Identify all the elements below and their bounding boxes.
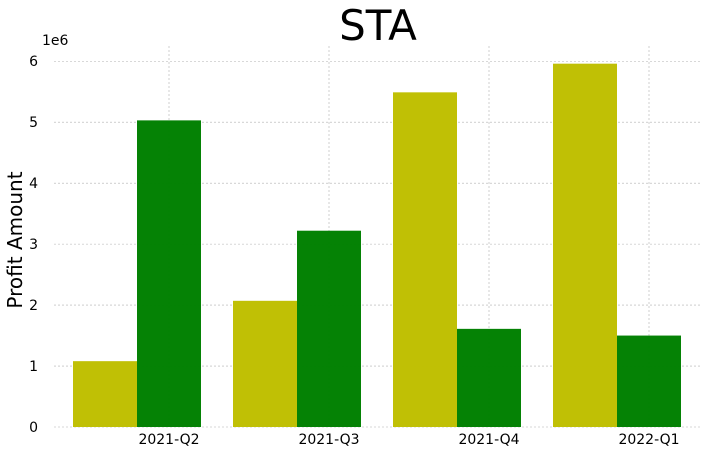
y-tick-label: 6	[29, 54, 38, 70]
x-tick-label: 2021-Q3	[298, 432, 359, 448]
y-tick-label: 2	[29, 298, 38, 314]
chart-title: STA	[339, 1, 417, 50]
y-tick-label: 5	[29, 115, 38, 131]
bar	[73, 361, 137, 427]
x-tick-label: 2021-Q4	[458, 432, 519, 448]
y-offset-label: 1e6	[42, 33, 69, 49]
y-tick-label: 4	[29, 176, 38, 192]
y-tick-label: 1	[29, 359, 38, 375]
bar	[233, 300, 297, 427]
x-tick-labels: 2021-Q2 2021-Q3 2021-Q4 2022-Q1	[138, 432, 679, 448]
y-tick-label: 0	[29, 420, 38, 436]
bar	[617, 335, 681, 427]
x-tick-label: 2022-Q1	[618, 432, 679, 448]
x-tick-label: 2021-Q2	[138, 432, 199, 448]
bar	[137, 120, 201, 427]
bar	[553, 63, 617, 427]
bar	[297, 230, 361, 427]
bar	[393, 92, 457, 428]
bar	[457, 328, 521, 427]
y-tick-labels: 0 1 2 3 4 5 6	[29, 54, 38, 436]
bars	[73, 63, 681, 428]
y-tick-label: 3	[29, 237, 38, 253]
y-axis-label: Profit Amount	[3, 171, 27, 308]
